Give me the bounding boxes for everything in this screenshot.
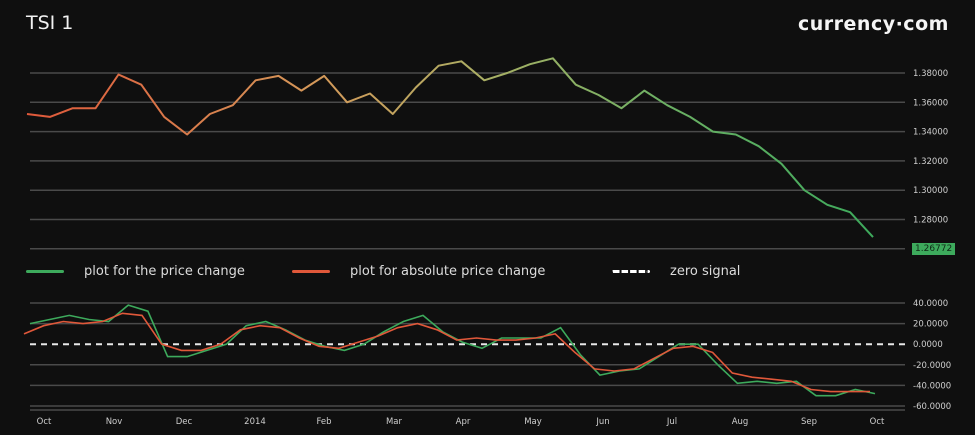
y-tick-label: -60.0000	[913, 402, 951, 412]
x-tick-label: Jun	[595, 417, 609, 427]
y-tick-label: -40.0000	[913, 381, 951, 391]
y-tick-label: 1.28000	[913, 216, 948, 226]
x-tick-label: Feb	[316, 417, 331, 427]
legend-green-swatch-icon	[26, 270, 64, 273]
price-grid	[30, 72, 905, 250]
x-tick-label: Dec	[176, 417, 193, 427]
y-tick-label: 40.0000	[913, 299, 948, 309]
legend-zero-signal: zero signal	[612, 264, 740, 279]
y-tick-label: 1.34000	[913, 128, 948, 138]
oscillator-grid	[30, 302, 905, 411]
x-tick-label: May	[524, 417, 542, 427]
price-line	[26, 57, 874, 238]
y-tick-label: -20.0000	[913, 361, 951, 371]
x-tick-label: Aug	[732, 417, 749, 427]
legend-label: plot for the price change	[84, 264, 245, 279]
y-tick-label: 1.32000	[913, 157, 948, 167]
x-tick-label: Nov	[106, 417, 123, 427]
brand-logo: currency·com	[798, 13, 949, 35]
x-tick-label: Oct	[37, 417, 52, 427]
last-price-badge: 1.26772	[912, 243, 956, 255]
legend-label: plot for absolute price change	[350, 264, 546, 279]
x-tick-label: Apr	[456, 417, 471, 427]
absolute-price-change-line	[23, 312, 870, 393]
legend-price-change: plot for the price change	[26, 264, 245, 279]
oscillator-y-axis: 40.0000 20.0000 0.0000 -20.0000 -40.0000 -60.…	[913, 299, 951, 412]
price-y-axis: 1.38000 1.36000 1.34000 1.32000 1.30000 1.280…	[913, 69, 948, 226]
legend-label: zero signal	[670, 264, 741, 279]
x-tick-label: Oct	[870, 417, 885, 427]
price-change-line	[29, 304, 876, 397]
x-tick-label: 2014	[244, 417, 266, 427]
x-tick-label: Mar	[386, 417, 403, 427]
chart-title: TSI 1	[26, 12, 74, 34]
x-tick-label: Jul	[666, 417, 677, 427]
legend-dashed-swatch-icon	[612, 270, 650, 273]
legend-red-swatch-icon	[292, 270, 330, 273]
y-tick-label: 1.38000	[913, 69, 948, 79]
legend-absolute-price-change: plot for absolute price change	[292, 264, 545, 279]
y-tick-label: 0.0000	[913, 340, 943, 350]
y-tick-label: 1.30000	[913, 186, 948, 196]
x-tick-label: Sep	[801, 417, 817, 427]
y-tick-label: 1.36000	[913, 98, 948, 108]
x-axis: Oct Nov Dec 2014 Feb Mar Apr May Jun Jul Aug Sep Oct	[37, 417, 885, 427]
y-tick-label: 20.0000	[913, 320, 948, 330]
